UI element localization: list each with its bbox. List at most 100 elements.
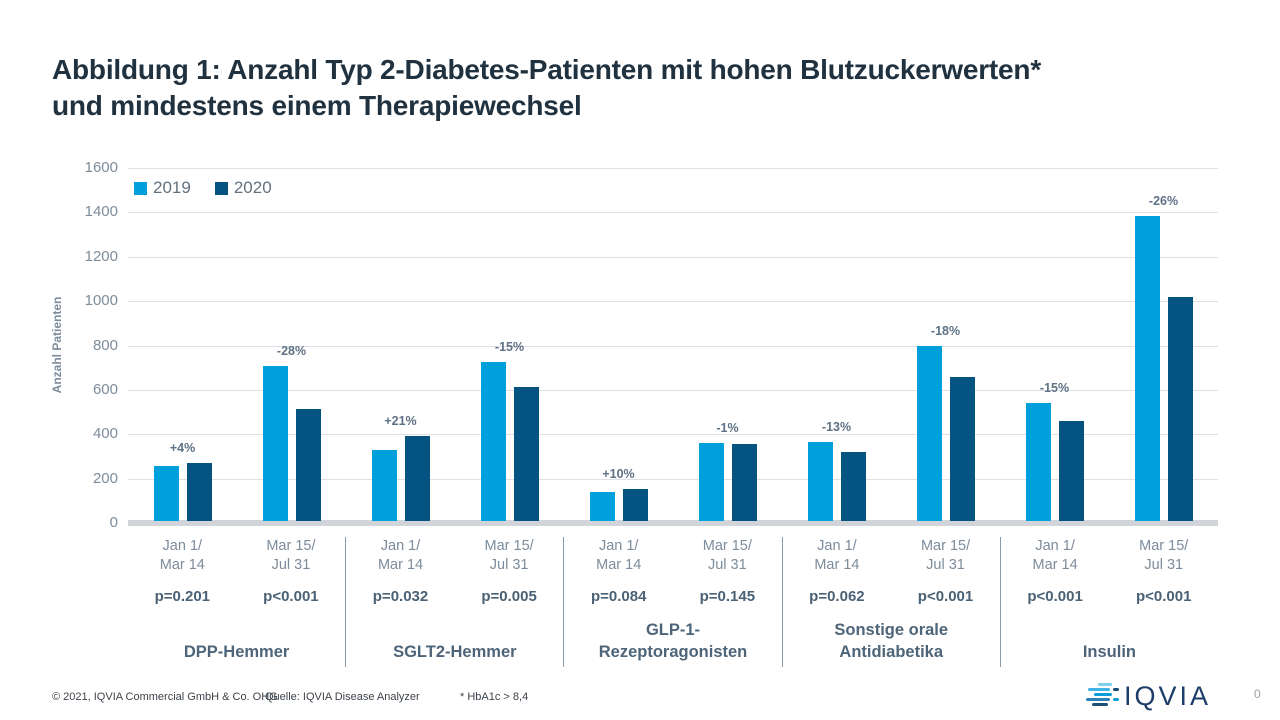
period-date-label: Mar 15/Jul 31 bbox=[920, 538, 971, 573]
group-name-label: Sonstige orale Antidiabetika bbox=[834, 621, 949, 661]
iqvia-logo-lines bbox=[1086, 683, 1119, 706]
footer-copyright: © 2021, IQVIA Commercial GmbH & Co. OHG bbox=[52, 691, 278, 703]
y-tick-0: 0 bbox=[109, 514, 118, 531]
footer-source: Quelle: IQVIA Disease Analyzer bbox=[265, 691, 420, 703]
x-axis-labels-area: Jan 1/Mar 14 p=0.201 Mar 15/Jul 31 p<0.001 D… bbox=[128, 537, 1218, 667]
page-number: 0 bbox=[1254, 687, 1261, 701]
y-tick-1600: 1600 bbox=[84, 159, 118, 176]
legend-item-2019: 2019 bbox=[134, 178, 191, 198]
bar-2020-glp-1-rezeptoragonisten-p2 bbox=[731, 444, 757, 521]
period-date-label: Jan 1/Mar 14 bbox=[596, 538, 642, 573]
periods-row: Jan 1/Mar 14 p=0.032 Mar 15/Jul 31 p=0.005 bbox=[346, 537, 563, 605]
bar-2020-insulin-p1 bbox=[1058, 421, 1084, 521]
p-value-label: p=0.032 bbox=[372, 587, 429, 605]
periods-row: Jan 1/Mar 14 p<0.001 Mar 15/Jul 31 p<0.001 bbox=[1001, 537, 1218, 605]
gridline-400 bbox=[128, 434, 1218, 436]
group-name-label: GLP-1- Rezeptoragonisten bbox=[598, 621, 748, 661]
pct-change-label: -1% bbox=[716, 421, 739, 436]
y-tick-600: 600 bbox=[92, 380, 118, 398]
y-tick-400: 400 bbox=[92, 425, 118, 443]
gridline-1200 bbox=[128, 256, 1218, 258]
periods-row: Jan 1/Mar 14 p=0.084 Mar 15/Jul 31 p=0.145 bbox=[564, 537, 781, 605]
pct-change-label: -15% bbox=[1039, 381, 1070, 396]
y-tick-800: 800 bbox=[92, 336, 118, 354]
period-cell: Mar 15/Jul 31 p<0.001 bbox=[1109, 537, 1218, 605]
period-date-label: Mar 15/Jul 31 bbox=[702, 538, 752, 573]
y-tick-1400: 1400 bbox=[84, 203, 118, 221]
period-cell: Jan 1/Mar 14 p<0.001 bbox=[1001, 537, 1110, 605]
group-name-label: DPP-Hemmer bbox=[183, 642, 290, 661]
period-cell: Mar 15/Jul 31 p=0.005 bbox=[455, 537, 564, 605]
period-date-label: Mar 15/Jul 31 bbox=[1139, 538, 1189, 573]
bar-2020-dpp-hemmer-p1 bbox=[186, 463, 212, 521]
periods-row: Jan 1/Mar 14 p=0.062 Mar 15/Jul 31 p<0.001 bbox=[783, 537, 1000, 605]
bar-2019-dpp-hemmer-p2 bbox=[262, 365, 288, 521]
period-cell: Jan 1/Mar 14 p=0.084 bbox=[564, 537, 673, 605]
period-cell: Mar 15/Jul 31 p<0.001 bbox=[237, 537, 346, 605]
x-axis-baseline bbox=[128, 520, 1218, 526]
period-date-label: Mar 15/Jul 31 bbox=[484, 538, 534, 573]
period-date-label: Jan 1/Mar 14 bbox=[159, 538, 205, 573]
pct-change-label: -15% bbox=[494, 340, 525, 355]
bar-2020-sonstige-orale-antidiabetika-p2 bbox=[949, 376, 975, 521]
p-value-label: p=0.145 bbox=[699, 587, 756, 605]
period-cell: Jan 1/Mar 14 p=0.201 bbox=[128, 537, 237, 605]
bar-2020-insulin-p2 bbox=[1167, 296, 1193, 521]
period-cell: Jan 1/Mar 14 p=0.062 bbox=[783, 537, 892, 605]
figure-title-line1: Abbildung 1: Anzahl Typ 2-Diabetes-Patie… bbox=[52, 54, 1042, 85]
bar-2019-glp-1-rezeptoragonisten-p2 bbox=[698, 443, 724, 521]
pct-change-label: -28% bbox=[276, 343, 307, 358]
p-value-label: p<0.001 bbox=[1027, 587, 1083, 605]
figure-title: Abbildung 1: Anzahl Typ 2-Diabetes-Patie… bbox=[52, 52, 1232, 124]
legend-label-2020: 2020 bbox=[233, 178, 272, 197]
p-value-label: p<0.001 bbox=[917, 587, 974, 605]
group-column-dpp-hemmer: Jan 1/Mar 14 p=0.201 Mar 15/Jul 31 p<0.001 D… bbox=[128, 537, 345, 667]
p-value-label: p<0.001 bbox=[1135, 587, 1192, 605]
pct-change-label: +21% bbox=[384, 413, 417, 428]
footer-footnote: * HbA1c > 8,4 bbox=[460, 691, 529, 703]
iqvia-logo-wordmark: IQVIA bbox=[1124, 681, 1211, 711]
figure-title-line2: und mindestens einem Therapiewechsel bbox=[52, 89, 582, 121]
period-cell: Mar 15/Jul 31 p<0.001 bbox=[891, 537, 1000, 605]
bar-2019-sglt2-hemmer-p1 bbox=[371, 450, 397, 521]
pct-change-label: +10% bbox=[602, 467, 635, 482]
bar-2020-sglt2-hemmer-p2 bbox=[513, 386, 539, 521]
period-date-label: Jan 1/Mar 14 bbox=[377, 538, 424, 573]
group-name-label: SGLT2-Hemmer bbox=[393, 642, 517, 661]
pct-change-label: -18% bbox=[930, 323, 961, 338]
gridline-1600 bbox=[128, 168, 1218, 169]
y-tick-1000: 1000 bbox=[84, 292, 118, 310]
group-column-insulin: Jan 1/Mar 14 p<0.001 Mar 15/Jul 31 p<0.001 I… bbox=[999, 537, 1218, 667]
period-date-label: Jan 1/Mar 14 bbox=[1032, 538, 1078, 573]
iqvia-logo: IQVIA bbox=[1086, 681, 1211, 711]
group-name-label: Insulin bbox=[1082, 642, 1136, 661]
p-value-label: p=0.062 bbox=[809, 587, 865, 605]
bar-2020-glp-1-rezeptoragonisten-p1 bbox=[622, 489, 648, 521]
p-value-label: p<0.001 bbox=[263, 587, 319, 605]
pct-change-label: -26% bbox=[1148, 193, 1179, 208]
bar-2020-sglt2-hemmer-p1 bbox=[404, 435, 430, 521]
chart-legend: 2019 2020 bbox=[134, 178, 272, 198]
bar-2019-insulin-p2 bbox=[1134, 215, 1160, 521]
legend-swatch-2019 bbox=[134, 181, 147, 195]
period-date-label: Jan 1/Mar 14 bbox=[814, 538, 860, 573]
bar-2019-glp-1-rezeptoragonisten-p1 bbox=[589, 492, 615, 521]
gridline-800 bbox=[128, 345, 1218, 347]
period-cell: Mar 15/Jul 31 p=0.145 bbox=[673, 537, 782, 605]
pct-change-label: -13% bbox=[821, 420, 852, 435]
bar-2020-dpp-hemmer-p2 bbox=[295, 408, 321, 521]
p-value-label: p=0.084 bbox=[590, 587, 647, 605]
period-cell: Jan 1/Mar 14 p=0.032 bbox=[346, 537, 455, 605]
legend-label-2019: 2019 bbox=[153, 178, 191, 197]
bar-2019-sglt2-hemmer-p2 bbox=[480, 362, 506, 521]
group-column-sglt2-hemmer: Jan 1/Mar 14 p=0.032 Mar 15/Jul 31 p=0.005 S… bbox=[345, 537, 563, 667]
periods-row: Jan 1/Mar 14 p=0.201 Mar 15/Jul 31 p<0.001 bbox=[128, 537, 345, 605]
bar-2020-sonstige-orale-antidiabetika-p1 bbox=[840, 452, 866, 521]
p-value-label: p=0.201 bbox=[154, 587, 211, 605]
gridline-1400 bbox=[128, 212, 1218, 214]
bar-2019-dpp-hemmer-p1 bbox=[153, 465, 179, 521]
group-column-sonstige-orale-antidiabetika: Jan 1/Mar 14 p=0.062 Mar 15/Jul 31 p<0.001 S… bbox=[781, 537, 1000, 667]
group-column-glp-1-rezeptoragonisten: Jan 1/Mar 14 p=0.084 Mar 15/Jul 31 p=0.145 G… bbox=[563, 537, 781, 667]
legend-item-2020: 2020 bbox=[214, 178, 272, 198]
